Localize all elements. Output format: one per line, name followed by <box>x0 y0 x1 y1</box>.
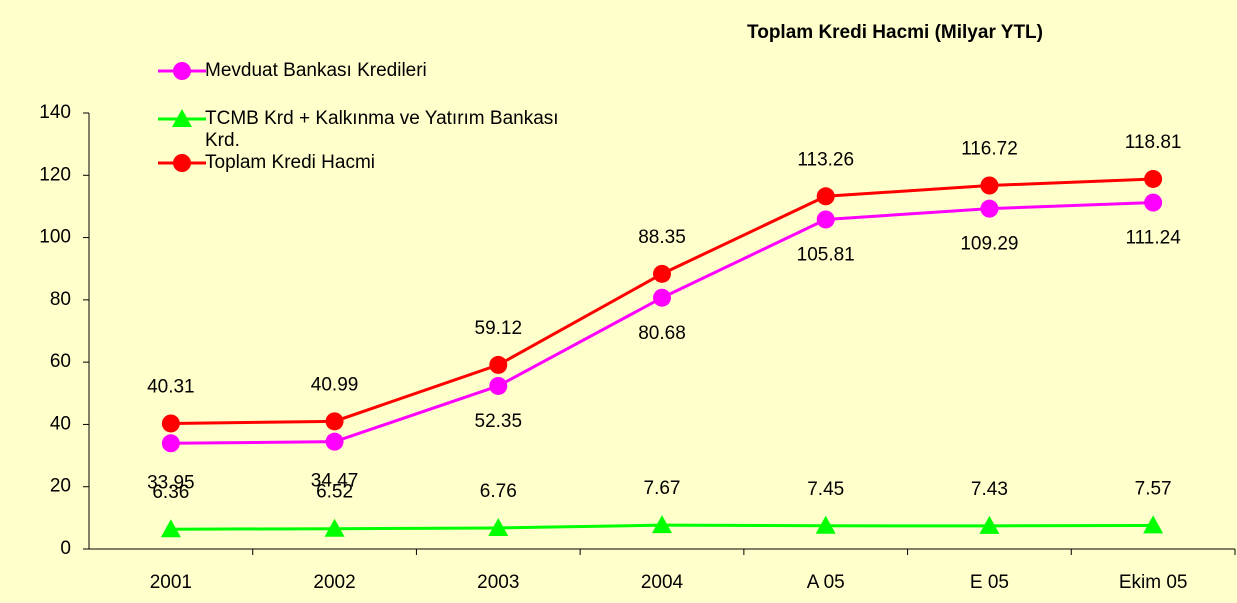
legend-marker <box>172 109 192 127</box>
data-label: 59.12 <box>475 318 523 339</box>
data-label: 113.26 <box>797 149 854 170</box>
y-tick-label: 0 <box>60 538 71 559</box>
legend-marker <box>173 154 191 172</box>
data-label: 40.99 <box>311 374 359 395</box>
point-marker <box>816 187 835 206</box>
data-label: 118.81 <box>1125 132 1182 153</box>
y-tick-label: 40 <box>50 413 71 434</box>
point-marker <box>160 519 181 538</box>
data-label: 33.95 <box>147 472 195 493</box>
x-tick-label: E 05 <box>970 572 1009 593</box>
point-marker <box>324 518 345 537</box>
x-tick-label: 2004 <box>641 572 684 593</box>
data-label: 80.68 <box>638 323 686 344</box>
data-label: 7.57 <box>1135 478 1172 499</box>
point-marker <box>980 176 999 195</box>
x-tick-label: A 05 <box>807 572 845 593</box>
data-label: 34.47 <box>311 471 359 492</box>
point-marker <box>653 264 671 283</box>
point-marker <box>489 376 508 395</box>
point-marker <box>325 412 344 431</box>
y-tick-label: 80 <box>50 289 71 310</box>
data-label: 52.35 <box>475 411 523 432</box>
chart-title: Toplam Kredi Hacmi (Milyar YTL) <box>747 22 1043 43</box>
data-label: 7.43 <box>971 479 1008 500</box>
point-marker <box>1143 515 1164 534</box>
data-label: 109.29 <box>960 234 1018 255</box>
y-tick-label: 100 <box>39 227 71 248</box>
point-marker <box>652 515 672 534</box>
legend-entry: Toplam Kredi Hacmi <box>205 152 375 173</box>
point-marker <box>980 199 999 218</box>
point-marker <box>489 355 508 374</box>
point-marker <box>1144 169 1163 188</box>
x-tick-label: 2003 <box>477 572 519 593</box>
data-label: 116.72 <box>961 139 1018 160</box>
data-label: 6.76 <box>480 481 517 502</box>
x-tick-label: 2001 <box>150 572 192 593</box>
point-marker <box>979 515 1000 534</box>
y-tick-label: 20 <box>50 476 71 497</box>
data-label: 7.67 <box>644 478 681 499</box>
point-marker <box>488 517 509 536</box>
point-marker <box>815 515 836 534</box>
y-tick-label: 120 <box>39 164 71 185</box>
point-marker <box>325 432 344 451</box>
legend-entry: Mevduat Bankası Kredileri <box>205 60 427 81</box>
point-marker <box>1144 193 1163 212</box>
legend-entry: TCMB Krd + Kalkınma ve Yatırım Bankası K… <box>205 108 559 151</box>
data-label: 105.81 <box>797 244 855 265</box>
legend-label: Toplam Kredi Hacmi <box>205 152 375 173</box>
data-label: 6.52 <box>316 482 353 503</box>
point-marker <box>816 210 835 229</box>
x-tick-label: Ekim 05 <box>1119 572 1188 593</box>
y-tick-label: 140 <box>39 102 71 123</box>
data-label: 7.45 <box>807 479 844 500</box>
x-tick-label: 2002 <box>313 572 355 593</box>
data-label: 6.36 <box>152 482 189 503</box>
y-tick-label: 60 <box>50 351 71 372</box>
data-label: 88.35 <box>638 227 686 248</box>
point-marker <box>161 414 180 433</box>
data-label: 111.24 <box>1125 228 1181 249</box>
point-marker <box>161 434 180 453</box>
legend-label: TCMB Krd + Kalkınma ve Yatırım Bankası K… <box>205 108 559 151</box>
legend-marker <box>173 62 191 80</box>
legend-label: Mevduat Bankası Kredileri <box>205 60 427 81</box>
data-label: 40.31 <box>147 376 195 397</box>
point-marker <box>653 288 671 307</box>
